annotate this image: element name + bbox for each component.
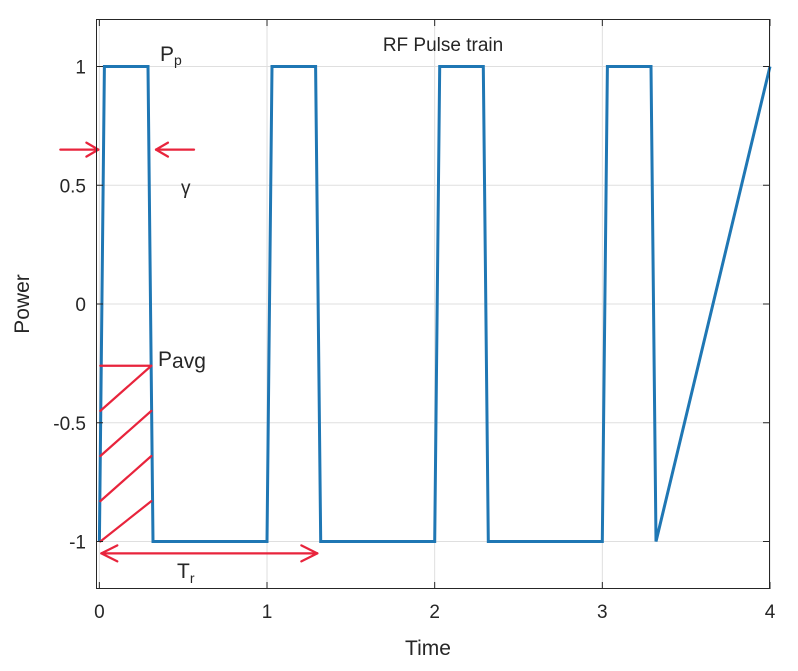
period-label-sub: r	[190, 570, 195, 586]
average-power-hatch	[99, 364, 153, 412]
x-axis-label: Time	[405, 637, 451, 660]
period-arrow-right-head-a	[300, 544, 319, 555]
y-tick-label: -0.5	[53, 414, 86, 435]
average-power-label: Pavg	[158, 348, 206, 373]
average-power-hatch	[99, 454, 153, 503]
pulse-width-arrow-right-head-b	[154, 148, 170, 158]
period-arrow-left-head-b	[100, 552, 119, 563]
peak-power-label: Pp	[160, 43, 182, 68]
y-tick-label: -1	[69, 533, 86, 554]
pulse-train-line	[97, 65, 772, 543]
period-label: Tr	[177, 560, 195, 586]
average-power-label-sub: avg	[172, 350, 206, 373]
duty-cycle-label: γ	[181, 178, 191, 199]
y-tick-label: 0.5	[60, 176, 86, 197]
average-power-hatch	[99, 409, 153, 458]
average-power-hatch	[99, 500, 153, 543]
period-arrow-left-head-a	[100, 544, 119, 555]
x-tick-label: 0	[94, 602, 105, 623]
y-axis-label: Power	[11, 274, 34, 334]
peak-power-label-base: P	[160, 43, 174, 66]
pulse-width-arrow-right-head-a	[154, 141, 170, 151]
tick-layer: 0 1 2 3 4 -1 -0.5 0 0.5 1	[53, 19, 776, 623]
annotation-layer	[59, 141, 319, 563]
series-layer	[97, 65, 772, 543]
x-tick-label: 4	[765, 602, 776, 623]
period-arrow-right-head-b	[300, 552, 319, 563]
period-label-base: T	[177, 560, 190, 583]
y-tick-label: 0	[75, 295, 86, 316]
y-tick-label: 1	[75, 58, 86, 79]
x-tick-label: 1	[262, 602, 273, 623]
x-tick-label: 2	[429, 602, 440, 623]
average-power-label-base: P	[158, 348, 172, 371]
peak-power-label-sub: p	[174, 52, 182, 68]
x-tick-label: 3	[597, 602, 608, 623]
chart-title: RF Pulse train	[383, 35, 503, 56]
